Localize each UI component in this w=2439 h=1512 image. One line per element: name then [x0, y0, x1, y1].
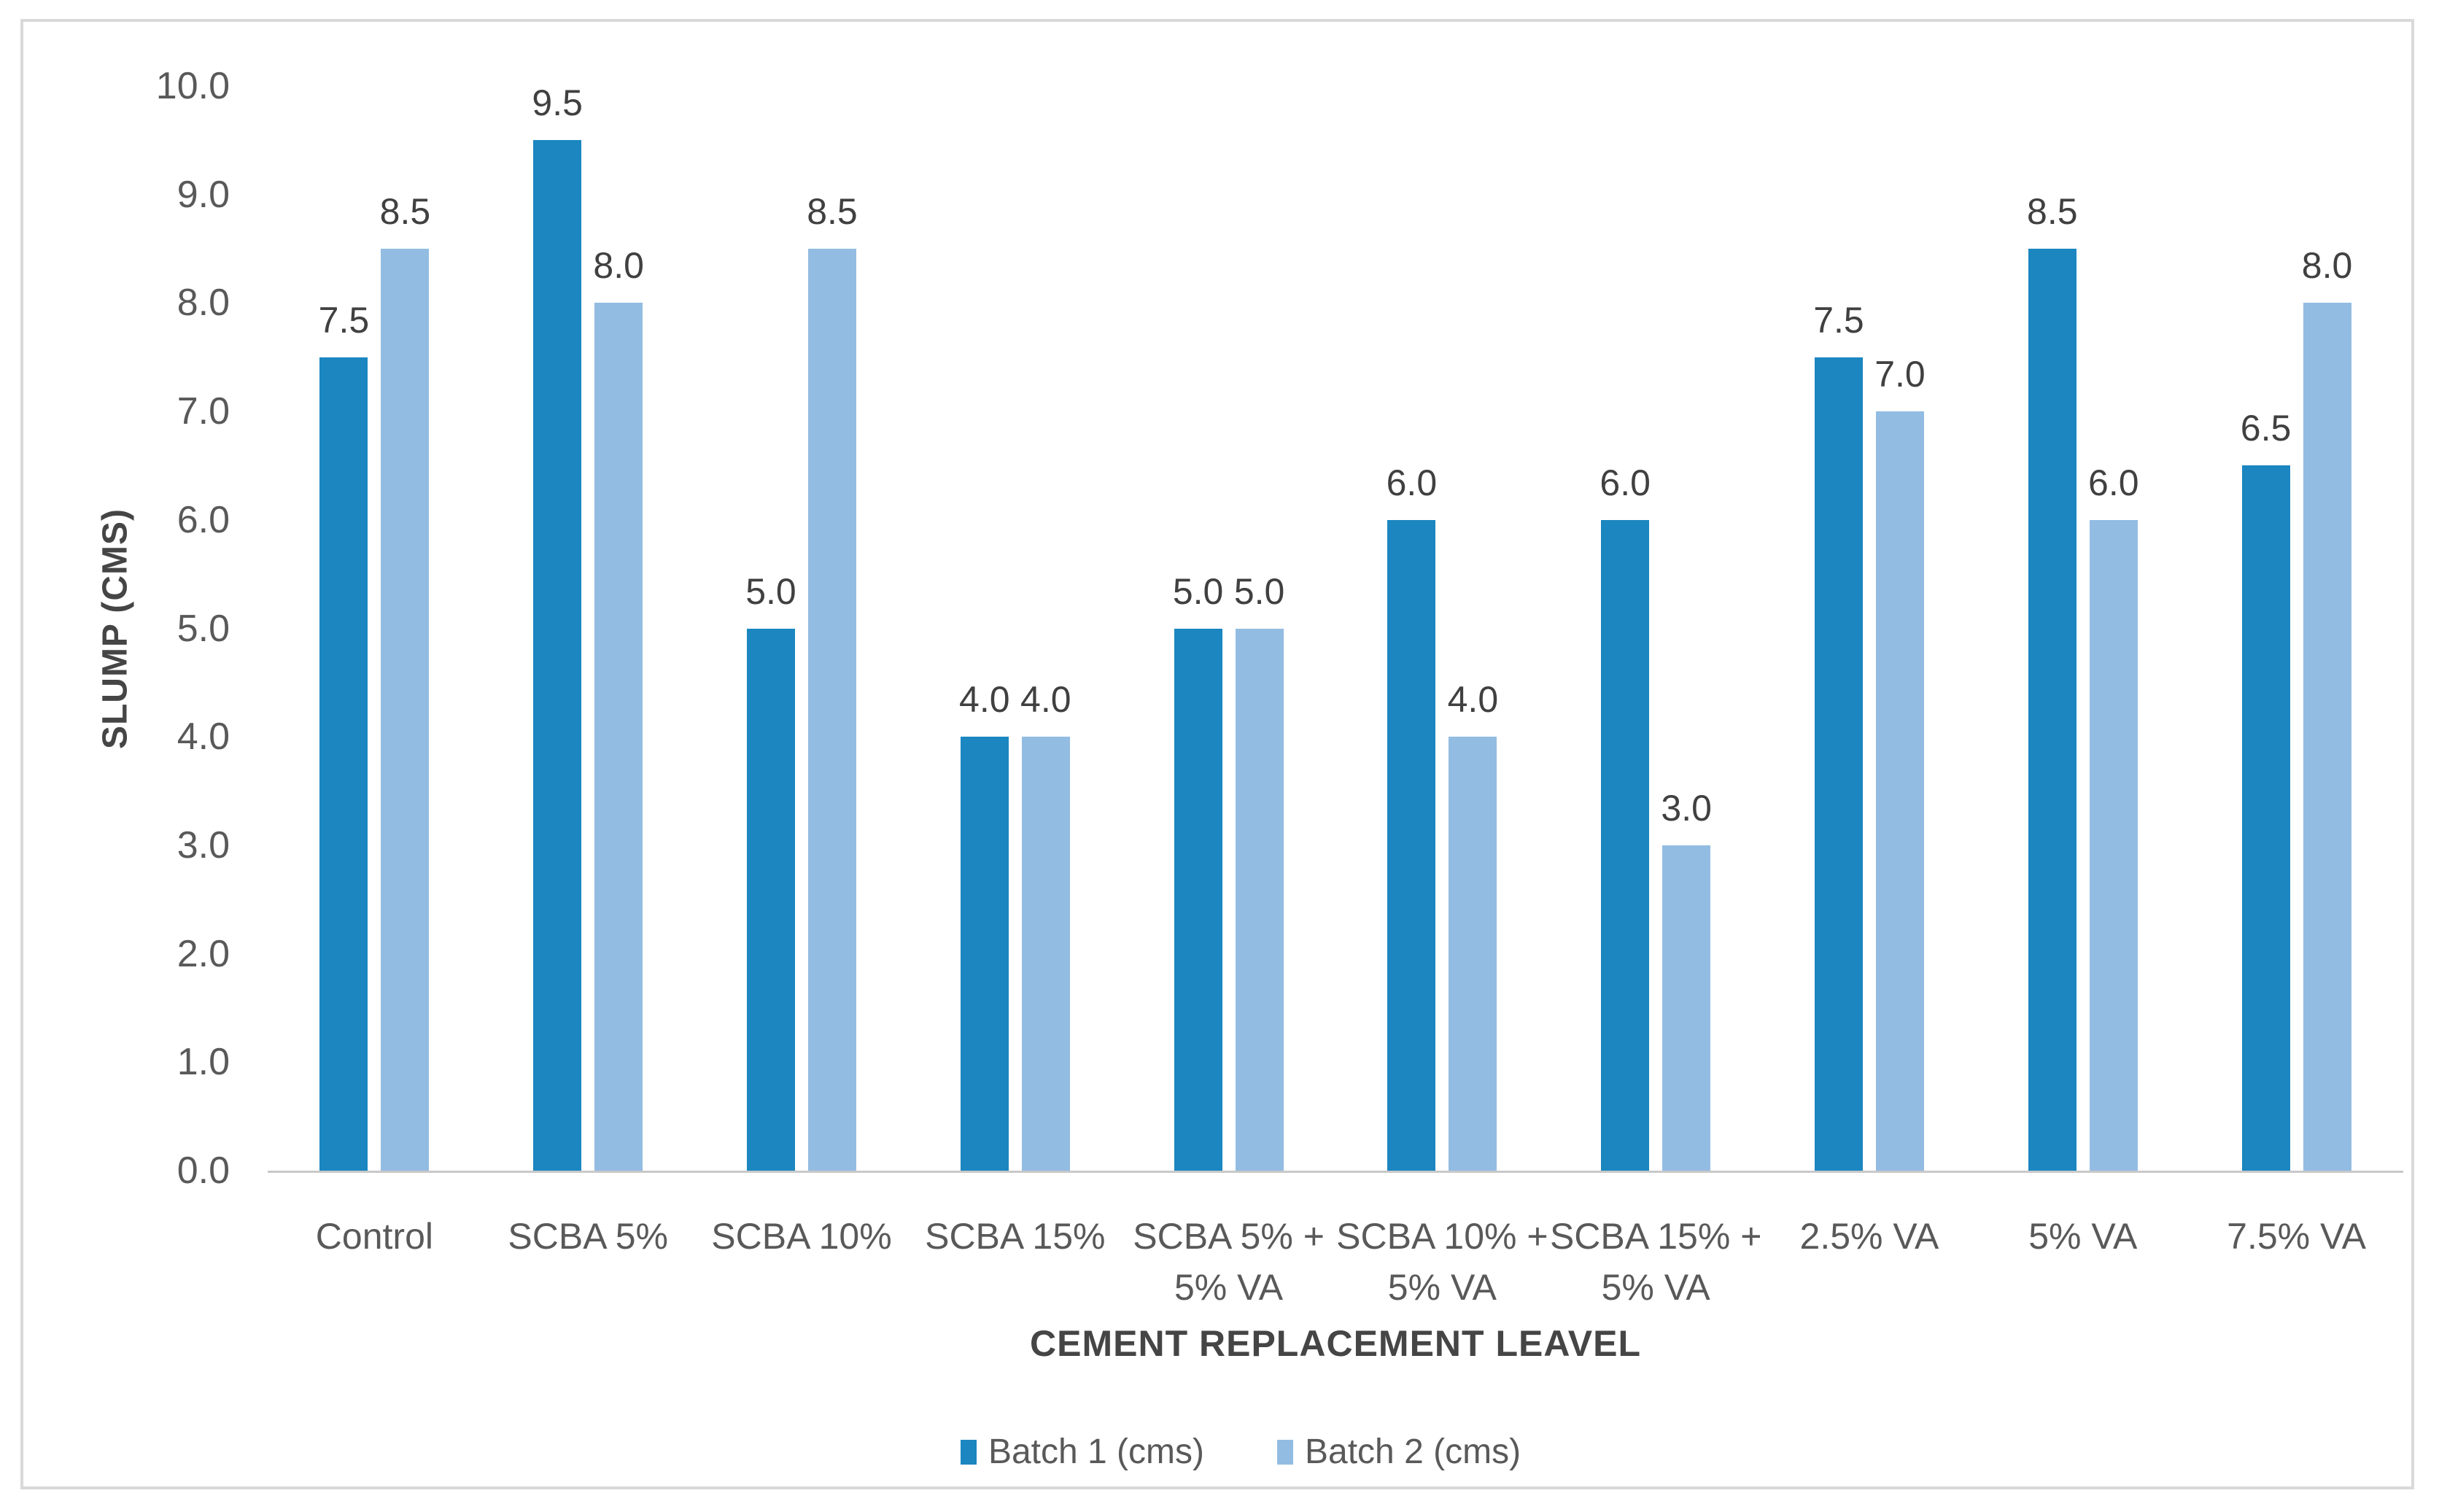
bar-pair: 7.5 7.0: [1813, 86, 1926, 1171]
bar-pair: 7.5 8.5: [319, 86, 430, 1171]
bar-group: 7.5 7.0: [1763, 86, 1977, 1171]
legend-label: Batch 1 (cms): [988, 1432, 1204, 1471]
legend-swatch-batch-2: [1277, 1440, 1293, 1465]
y-tick-label: 3.0: [177, 823, 230, 867]
bar-group: 9.5 8.0: [481, 85, 695, 1171]
bar-batch-2: 7.0: [1874, 356, 1926, 1171]
category-label: SCBA 10%: [711, 1216, 892, 1257]
bar-group: 8.5 6.0: [1976, 86, 2190, 1171]
y-tick-label: 0.0: [177, 1149, 230, 1192]
bar-value-label: 9.5: [532, 82, 583, 124]
y-tick-label: 4.0: [177, 716, 230, 759]
bar-group: 4.0 4.0: [908, 86, 1122, 1171]
bar-value-label: 6.0: [2088, 462, 2139, 503]
bar-group: 6.5 8.0: [2190, 86, 2403, 1171]
legend-item: Batch 1 (cms): [960, 1432, 1204, 1473]
x-axis-title: CEMENT REPLACEMENT LEAVEL: [1030, 1323, 1641, 1364]
y-tick-label: 6.0: [177, 498, 230, 541]
category-label: SCBA 5%: [508, 1216, 668, 1257]
bar-value-label: 7.5: [1813, 299, 1864, 341]
bar-batch-1: 5.0: [1173, 573, 1223, 1171]
y-axis-tick-labels: 10.0 9.0 8.0 7.0 6.0 5.0 4.0 3.0 2.0 1.0 0.0: [23, 65, 230, 1192]
bar-value-label: 4.0: [1020, 679, 1071, 721]
legend-label: Batch 2 (cms): [1305, 1432, 1521, 1471]
x-axis-category-labels: Control SCBA 5% SCBA 10% SCBA 15% SCBA 5% + …: [268, 1211, 2403, 1313]
y-tick-label: 8.0: [177, 282, 230, 325]
category-label: SCBA 15% + 5% VA: [1549, 1216, 1762, 1308]
bar-value-label: 4.0: [959, 679, 1010, 721]
bar-pair: 8.5 6.0: [2027, 86, 2139, 1171]
y-tick-label: 9.0: [177, 173, 230, 216]
bar-pair: 4.0 4.0: [959, 86, 1071, 1171]
chart-frame: SLUMP (CMS) 10.0 9.0 8.0 7.0 6.0 5.0 4.0 3.0 2.0…: [20, 19, 2414, 1489]
bar-batch-2: 8.0: [593, 247, 644, 1171]
plot-area: 7.5 8.5 9.5 8.0 5.0 8.5 4.0 4.0 5.0 5.0 6.0 4.0 6.0 3…: [268, 85, 2403, 1173]
bar-value-label: 8.5: [807, 191, 858, 233]
bar-pair: 9.5 8.0: [532, 85, 644, 1171]
bar-pair: 6.5 8.0: [2241, 86, 2352, 1171]
bar-batch-1: 8.5: [2027, 193, 2078, 1171]
bar-batch-1: 9.5: [532, 85, 583, 1171]
bar-group: 5.0 8.5: [695, 86, 909, 1171]
bar-value-label: 8.5: [379, 191, 431, 233]
y-tick-label: 1.0: [177, 1041, 230, 1084]
bar-pair: 5.0 8.5: [745, 86, 858, 1171]
category-label: SCBA 5% + 5% VA: [1133, 1216, 1325, 1308]
bar-batch-2: 4.0: [1020, 681, 1071, 1171]
bar-value-label: 6.0: [1599, 462, 1651, 503]
bar-batch-1: 6.0: [1387, 465, 1437, 1171]
bar-value-label: 7.5: [318, 299, 370, 341]
bar-batch-1: 6.0: [1599, 465, 1651, 1171]
y-tick-label: 7.0: [177, 390, 230, 433]
category-label: SCBA 10% + 5% VA: [1336, 1216, 1548, 1308]
bar-value-label: 4.0: [1447, 679, 1499, 721]
category-label: 7.5% VA: [2227, 1216, 2366, 1257]
bar-batch-2: 8.0: [2302, 247, 2352, 1171]
bar-value-label: 8.0: [2301, 245, 2353, 287]
bar-batch-2: 4.0: [1448, 681, 1498, 1171]
bar-batch-2: 6.0: [2088, 465, 2139, 1171]
category-label: SCBA 15%: [925, 1216, 1106, 1257]
category-label: Control: [315, 1216, 433, 1257]
bar-batch-2: 8.5: [807, 193, 858, 1171]
bar-batch-1: 6.5: [2241, 410, 2291, 1171]
bar-batch-1: 4.0: [959, 681, 1010, 1171]
bar-value-label: 6.0: [1386, 462, 1438, 503]
bar-value-label: 8.0: [593, 245, 644, 287]
y-tick-label: 2.0: [177, 932, 230, 975]
y-tick-label: 5.0: [177, 607, 230, 650]
category-label: 2.5% VA: [1799, 1216, 1939, 1257]
bar-value-label: 6.5: [2240, 408, 2292, 449]
legend-item: Batch 2 (cms): [1277, 1432, 1521, 1473]
bar-value-label: 7.0: [1874, 354, 1926, 395]
bar-value-label: 8.5: [2027, 191, 2078, 233]
bar-group: 7.5 8.5: [268, 86, 481, 1171]
bar-batch-1: 7.5: [319, 302, 369, 1171]
bar-batch-1: 5.0: [745, 573, 796, 1171]
bar-value-label: 3.0: [1661, 787, 1712, 829]
bar-batch-1: 7.5: [1813, 302, 1864, 1171]
bar-value-label: 5.0: [1233, 570, 1285, 612]
bar-batch-2: 3.0: [1661, 790, 1712, 1171]
bar-group: 5.0 5.0: [1122, 86, 1335, 1171]
bar-pair: 5.0 5.0: [1173, 86, 1284, 1171]
bar-group: 6.0 3.0: [1549, 86, 1763, 1171]
bar-value-label: 5.0: [745, 570, 796, 612]
bar-group: 6.0 4.0: [1335, 86, 1549, 1171]
bar-pair: 6.0 3.0: [1599, 86, 1712, 1171]
bar-batch-2: 5.0: [1234, 573, 1284, 1171]
legend-swatch-batch-1: [960, 1440, 977, 1465]
bar-value-label: 5.0: [1172, 570, 1224, 612]
legend: Batch 1 (cms) Batch 2 (cms): [44, 1428, 2438, 1476]
y-tick-label: 10.0: [155, 65, 230, 107]
bar-batch-2: 8.5: [380, 193, 430, 1171]
bar-pair: 6.0 4.0: [1387, 86, 1498, 1171]
category-label: 5% VA: [2028, 1216, 2138, 1257]
